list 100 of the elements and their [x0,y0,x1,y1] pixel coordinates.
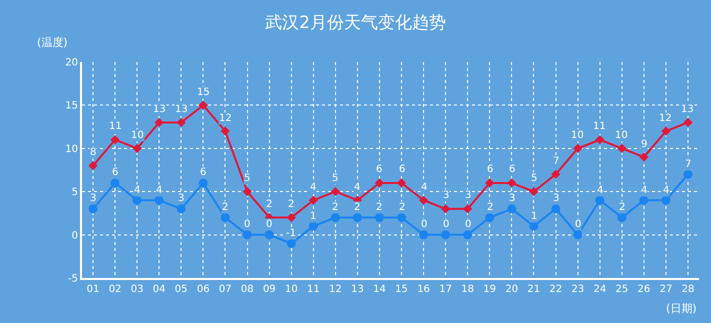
data-label: 13 [175,104,188,115]
data-label: 2 [332,202,338,213]
point [220,213,230,222]
point [485,213,494,222]
point [110,178,120,188]
data-label: 3 [90,193,96,204]
x-tick-label: 24 [593,284,606,295]
data-label: 4 [641,185,648,196]
x-tick-label: 05 [174,284,188,295]
point [397,213,406,222]
point [617,144,626,153]
point [639,196,648,205]
data-label: 11 [109,121,122,132]
x-tick-label: 01 [86,284,100,295]
point [573,230,582,240]
x-tick-label: 27 [660,284,672,295]
data-label: 4 [421,182,428,193]
point [441,204,450,214]
data-label: 9 [641,139,648,150]
data-label: 2 [376,202,382,213]
data-label: 0 [443,219,450,230]
data-label: 10 [615,130,628,141]
point [88,161,98,170]
point [661,126,670,136]
data-label: 2 [288,199,294,210]
x-tick-label: 18 [461,284,474,295]
data-label: 4 [156,185,162,196]
data-label: 6 [376,164,382,175]
point [308,222,318,231]
y-tick-label: 10 [65,144,78,155]
x-tick-label: 21 [527,284,540,295]
point [463,230,472,240]
point [308,196,318,205]
point [242,230,252,240]
data-label: 12 [659,113,672,124]
x-tick-label: 06 [196,284,210,295]
chart-title: 武汉2月份天气变化趋势 [265,13,446,34]
y-axis-title: (温度) [37,36,68,49]
x-tick-label: 04 [152,284,166,295]
data-label: -1 [286,228,296,239]
data-label: 6 [509,164,516,175]
x-tick-label: 19 [483,284,496,295]
data-label: 13 [153,104,166,115]
x-tick-label: 08 [240,284,254,295]
point [617,213,626,222]
data-label: 3 [509,193,516,204]
x-tick-label: 12 [329,284,342,295]
point [396,178,406,188]
data-label: 13 [681,104,694,115]
data-label: 10 [131,130,144,141]
data-label: 5 [531,173,538,184]
data-label: 6 [487,164,494,175]
data-label: 12 [219,113,232,124]
data-label: 6 [112,167,118,178]
data-label: 4 [310,182,316,193]
x-tick-label: 20 [505,284,518,295]
point [485,178,494,188]
point [330,213,340,222]
data-label: 4 [597,185,604,196]
x-tick-label: 28 [682,284,694,295]
point [286,238,296,248]
point [176,118,186,128]
data-label: 5 [332,173,338,184]
y-tick-label: 0 [72,230,78,242]
point [419,230,428,240]
point [683,170,692,179]
point [507,178,516,188]
point [110,135,120,144]
x-tick-label: 07 [218,284,232,295]
data-label: 7 [553,156,560,167]
data-label: 0 [465,219,472,230]
y-tick-label: 15 [65,100,78,112]
x-tick-label: 02 [108,284,122,295]
point [639,152,648,162]
data-label: 3 [178,193,184,204]
x-tick-label: 09 [262,284,276,295]
point [573,144,582,153]
data-label: 6 [200,167,206,178]
point [419,196,428,205]
data-label: 4 [354,182,360,193]
point [661,196,670,205]
data-label: 4 [134,185,140,196]
x-tick-label: 03 [130,284,144,295]
data-label: 2 [399,202,406,213]
point [154,196,164,205]
x-tick-label: 17 [439,284,452,295]
x-tick-label: 23 [571,284,584,295]
data-label: 0 [421,219,428,230]
x-tick-label: 10 [284,284,298,295]
point [529,222,538,231]
point [286,212,296,222]
data-label: 11 [593,121,606,132]
data-label: 0 [575,219,582,230]
point [683,118,693,128]
data-label: 7 [685,159,692,170]
x-tick-label: 13 [351,284,364,295]
data-label: 2 [354,202,360,213]
point [176,204,186,214]
point [198,100,208,110]
data-label: 3 [443,190,450,201]
